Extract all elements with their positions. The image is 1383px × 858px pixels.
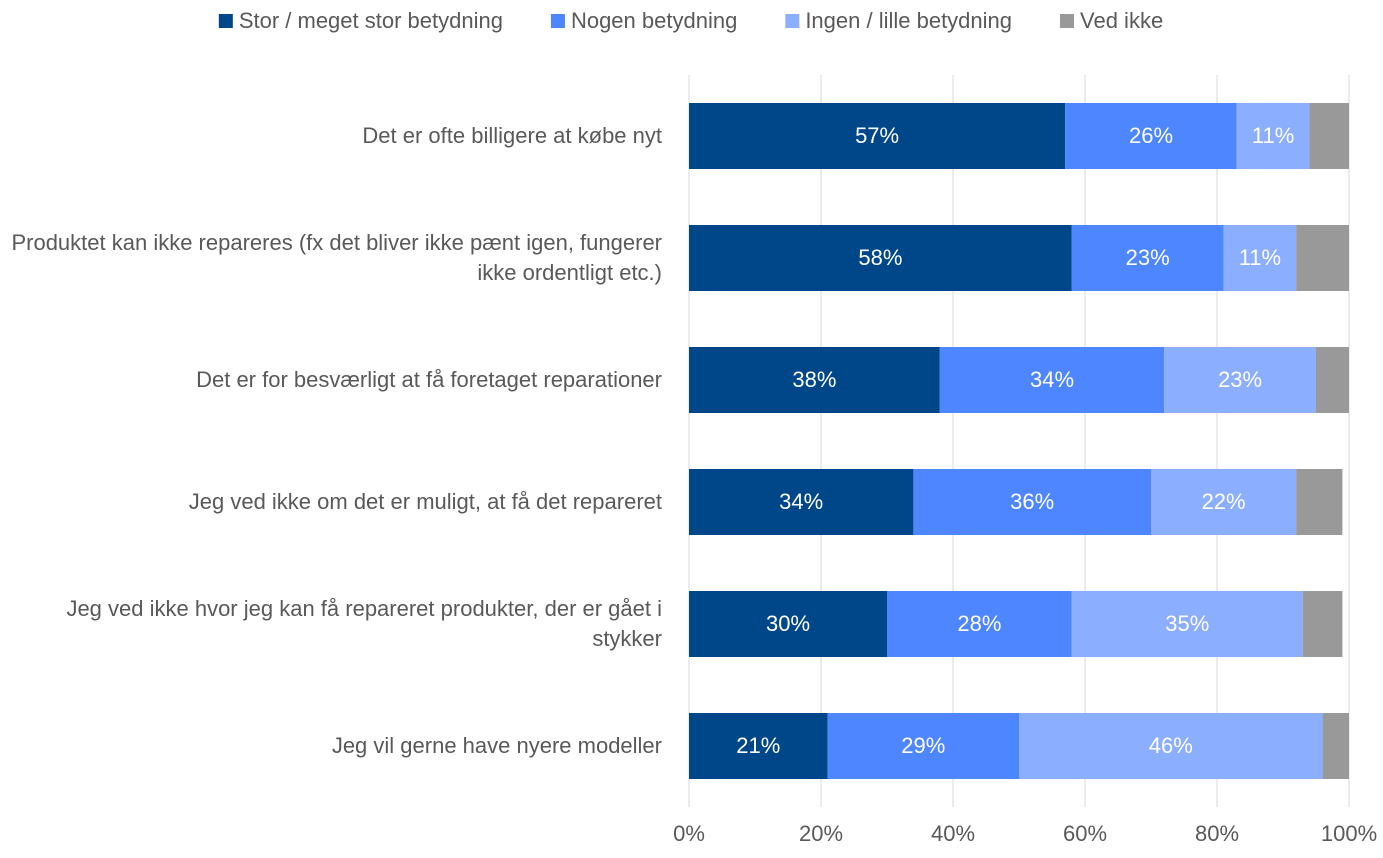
bar-segment: [1322, 713, 1349, 779]
data-label: 30%: [766, 611, 810, 636]
data-label: 23%: [1126, 245, 1170, 270]
legend-swatch: [785, 14, 800, 28]
data-label: 36%: [1010, 489, 1054, 514]
y-category-label: Jeg ved ikke hvor jeg kan få repareret p…: [66, 596, 662, 651]
data-label: 38%: [792, 367, 836, 392]
legend-label: Ved ikke: [1080, 8, 1163, 33]
bar-segment: [1019, 713, 1323, 779]
data-label: 11%: [1239, 245, 1281, 270]
bar-segment: [689, 347, 940, 413]
x-tick-label: 40%: [931, 821, 975, 846]
bar-segment: [1316, 347, 1349, 413]
data-label: 21%: [736, 733, 780, 758]
bar-segment: [1309, 103, 1349, 169]
bar-segment: [1302, 591, 1343, 657]
legend-swatch: [1060, 14, 1075, 28]
data-label: 23%: [1218, 367, 1262, 392]
bar-segment: [939, 347, 1165, 413]
bar-segment: [887, 591, 1072, 657]
bar-segment: [1071, 225, 1224, 291]
x-tick-label: 0%: [673, 821, 705, 846]
y-category-label: Jeg ved ikke om det er muligt, at få det…: [188, 489, 662, 514]
y-category-label: Det er ofte billigere at købe nyt: [362, 123, 662, 148]
legend-label: Nogen betydning: [571, 8, 737, 33]
y-category-label: Det er for besværligt at få foretaget re…: [196, 367, 662, 392]
data-label: 58%: [858, 245, 902, 270]
x-tick-label: 100%: [1321, 821, 1377, 846]
data-label: 57%: [855, 123, 899, 148]
bar-segment: [689, 103, 1066, 169]
bar-segment: [1065, 103, 1237, 169]
data-label: 34%: [779, 489, 823, 514]
bar-segment: [913, 469, 1151, 535]
bar-segment: [1296, 225, 1349, 291]
bar-segment: [827, 713, 1019, 779]
data-label: 34%: [1030, 367, 1074, 392]
bar-segment: [1223, 225, 1297, 291]
data-label: 11%: [1252, 123, 1294, 148]
bar-segment: [1164, 347, 1316, 413]
bar-segment: [689, 713, 828, 779]
bar-segment: [1151, 469, 1297, 535]
data-label: 22%: [1202, 489, 1246, 514]
data-label: 29%: [901, 733, 945, 758]
legend-swatch: [218, 14, 233, 28]
legend-label: Ingen / lille betydning: [805, 8, 1012, 33]
bar-segment: [689, 469, 914, 535]
x-tick-label: 60%: [1063, 821, 1107, 846]
y-category-label: Jeg vil gerne have nyere modeller: [331, 733, 662, 758]
bar-segment: [1296, 469, 1343, 535]
legend-swatch: [550, 14, 565, 28]
x-tick-label: 80%: [1195, 821, 1239, 846]
bar-segment: [1071, 591, 1303, 657]
bar-segment: [689, 225, 1072, 291]
data-label: 35%: [1165, 611, 1209, 636]
x-tick-label: 20%: [799, 821, 843, 846]
bar-segment: [689, 591, 887, 657]
data-label: 28%: [957, 611, 1001, 636]
data-label: 26%: [1129, 123, 1173, 148]
y-category-label: Produktet kan ikke repareres (fx det bli…: [11, 230, 662, 285]
legend-label: Stor / meget stor betydning: [239, 8, 503, 33]
data-label: 46%: [1149, 733, 1193, 758]
bar-segment: [1236, 103, 1310, 169]
